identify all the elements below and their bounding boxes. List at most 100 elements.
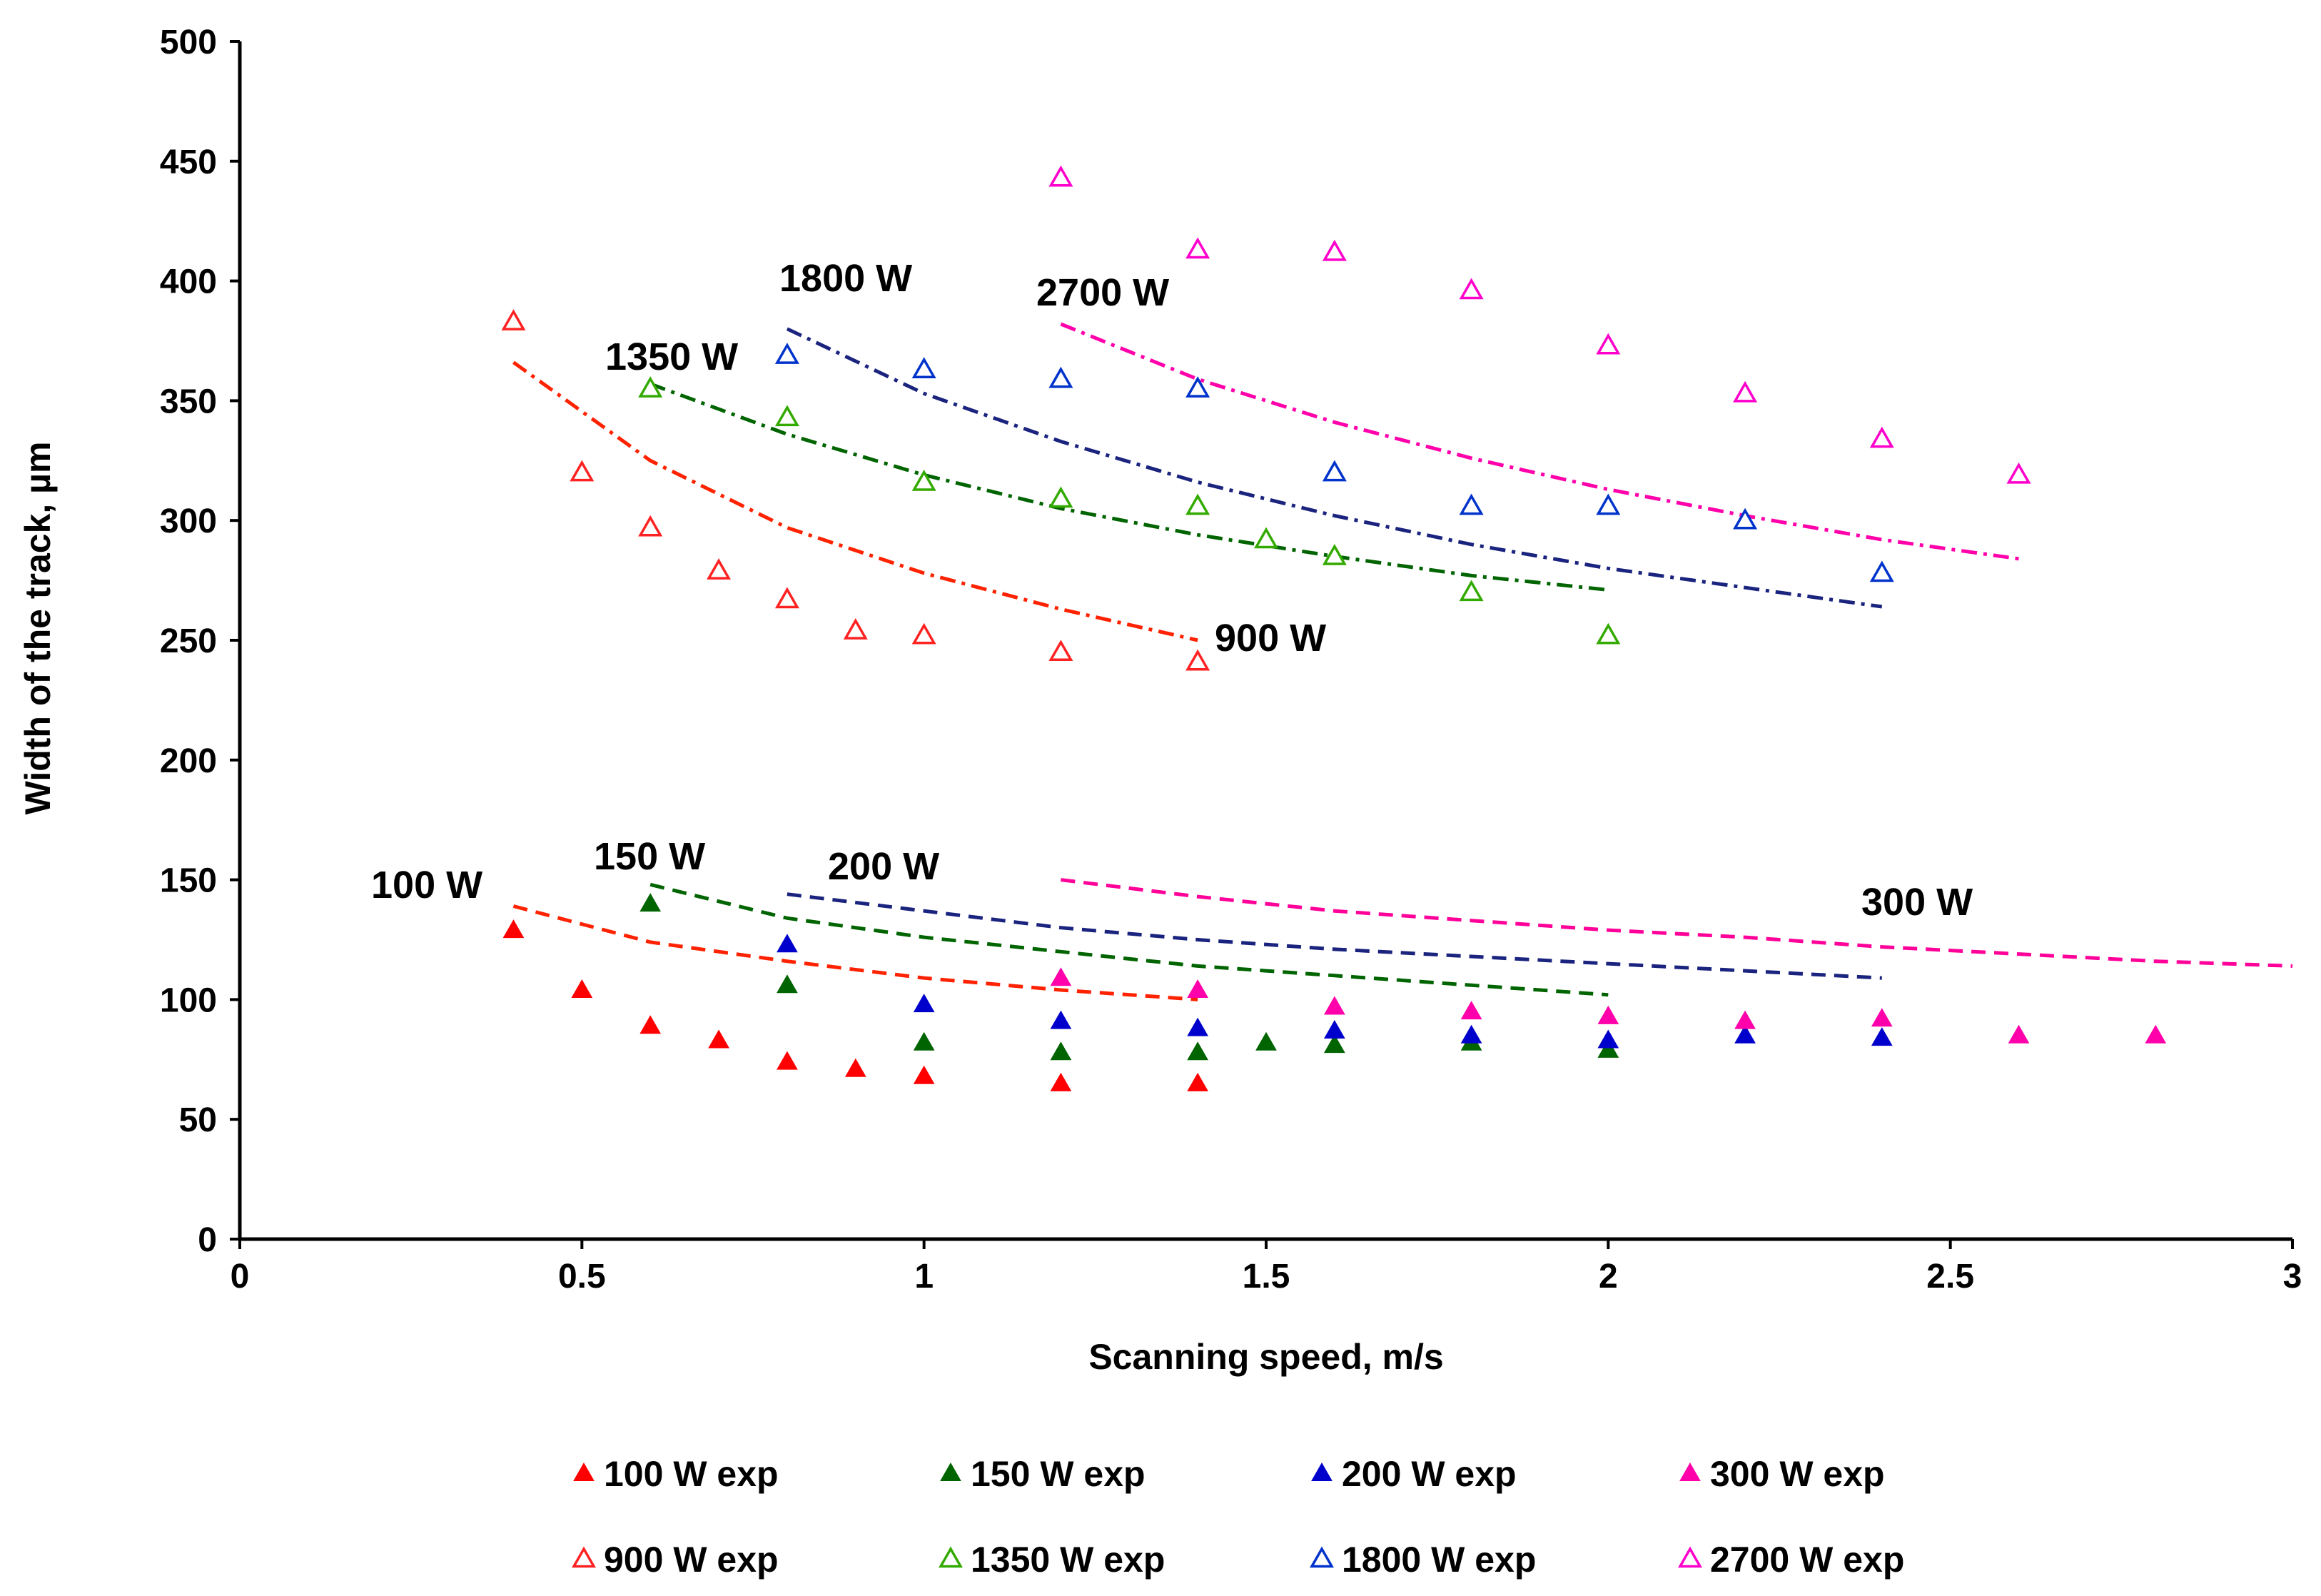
y-ticks: 0 50 100 150 200 250 300 350 400 450 500 <box>160 24 240 1259</box>
data-point-2700-w-exp <box>1869 426 1894 448</box>
legend-label: 100 W exp <box>604 1454 779 1494</box>
y-tick-label: 100 <box>160 981 217 1019</box>
data-point-1350-w-exp <box>911 469 936 491</box>
x-ticks: 0 0.5 1 1.5 2 2.5 3 <box>231 1239 2302 1296</box>
data-point-300-w-exp <box>1460 1001 1482 1020</box>
legend-label: 150 W exp <box>971 1454 1146 1494</box>
model-curve-1350w <box>649 382 1609 592</box>
data-point-100-w-exp <box>844 1058 866 1077</box>
data-point-200-w-exp <box>1460 1024 1482 1044</box>
data-point-150-w-exp <box>1187 1041 1208 1061</box>
curve-label-1800w: 1800 W <box>779 257 912 300</box>
data-point-1350-w-exp <box>1596 622 1621 645</box>
legend-marker-200-w-exp <box>1311 1462 1333 1481</box>
data-point-1800-w-exp <box>1733 507 1758 530</box>
y-tick-label: 50 <box>179 1101 217 1139</box>
x-tick-label: 3 <box>2283 1258 2302 1296</box>
data-point-1350-w-exp <box>1459 580 1484 602</box>
model-curve-150w <box>649 882 1609 997</box>
model-curve-2700w <box>1060 322 2019 561</box>
data-point-2700-w-exp <box>1322 239 1347 261</box>
data-point-150-w-exp <box>913 1031 935 1051</box>
data-point-1800-w-exp <box>1048 366 1073 388</box>
data-point-100-w-exp <box>1050 1072 1072 1091</box>
legend-label: 200 W exp <box>1342 1454 1517 1494</box>
data-point-900-w-exp <box>1185 649 1210 671</box>
data-point-100-w-exp <box>571 979 593 998</box>
data-point-2700-w-exp <box>1185 237 1210 259</box>
data-point-900-w-exp <box>774 587 799 609</box>
data-point-1800-w-exp <box>1869 560 1894 582</box>
x-tick-label: 1.5 <box>1243 1258 1290 1296</box>
legend-marker-100-w-exp <box>573 1462 595 1481</box>
data-point-900-w-exp <box>638 515 663 537</box>
model-curve-900w <box>512 360 1198 642</box>
data-point-300-w-exp <box>1324 996 1345 1015</box>
y-tick-label: 350 <box>160 383 217 420</box>
data-point-1350-w-exp <box>774 405 799 427</box>
model-curve-100w <box>512 904 1198 1001</box>
data-point-1800-w-exp <box>1596 493 1621 515</box>
y-tick-label: 250 <box>160 622 217 660</box>
data-point-300-w-exp <box>1050 967 1072 986</box>
y-tick-label: 200 <box>160 742 217 780</box>
data-point-150-w-exp <box>1255 1031 1277 1051</box>
data-point-1800-w-exp <box>1459 493 1484 515</box>
data-point-900-w-exp <box>707 558 732 580</box>
data-point-100-w-exp <box>639 1015 662 1034</box>
data-point-2700-w-exp <box>1048 165 1073 187</box>
data-point-300-w-exp <box>2008 1024 2030 1044</box>
model-curve-1800w <box>786 327 1883 609</box>
data-point-200-w-exp <box>913 994 935 1013</box>
legend-label: 900 W exp <box>604 1540 779 1580</box>
data-point-150-w-exp <box>777 974 798 994</box>
data-point-100-w-exp <box>1187 1072 1208 1091</box>
curve-label-2700w: 2700 W <box>1036 271 1169 314</box>
curve-labels: 100 W 150 W 200 W 300 W 900 W 1350 W 180… <box>371 257 1973 924</box>
data-point-300-w-exp <box>1734 1010 1756 1029</box>
legend-marker-150-w-exp <box>940 1462 961 1481</box>
y-tick-label: 400 <box>160 263 217 301</box>
data-point-100-w-exp <box>913 1065 935 1084</box>
data-point-1350-w-exp <box>1185 493 1210 515</box>
data-point-1800-w-exp <box>774 343 799 364</box>
data-points <box>501 165 2167 1091</box>
legend-marker-2700-w-exp <box>1677 1546 1703 1568</box>
data-point-200-w-exp <box>1871 1027 1893 1046</box>
data-point-2700-w-exp <box>2006 462 2031 484</box>
x-axis-title: Scanning speed, m/s <box>1088 1337 1443 1377</box>
data-point-300-w-exp <box>1597 1005 1619 1024</box>
x-tick-label: 1 <box>914 1258 934 1296</box>
curve-label-150w: 150 W <box>594 835 705 878</box>
x-tick-label: 0.5 <box>558 1258 606 1296</box>
data-point-1350-w-exp <box>1048 486 1073 508</box>
data-point-2700-w-exp <box>1596 333 1621 355</box>
data-point-1350-w-exp <box>1322 544 1347 565</box>
legend-marker-300-w-exp <box>1679 1462 1701 1481</box>
data-point-200-w-exp <box>1187 1017 1208 1036</box>
data-point-1800-w-exp <box>911 357 936 379</box>
data-point-300-w-exp <box>1187 979 1208 998</box>
data-point-300-w-exp <box>1871 1008 1893 1027</box>
data-point-900-w-exp <box>843 618 868 640</box>
legend: 100 W exp 150 W exp 200 W exp 300 W exp 900 … <box>571 1454 1904 1580</box>
y-tick-label: 500 <box>160 24 217 61</box>
curve-label-300w: 300 W <box>1861 881 1973 924</box>
data-point-900-w-exp <box>501 309 526 330</box>
data-point-150-w-exp <box>1050 1041 1072 1061</box>
x-tick-label: 2.5 <box>1926 1258 1974 1296</box>
data-point-100-w-exp <box>708 1029 729 1049</box>
y-axis-title: Width of the track, µm <box>18 442 58 815</box>
data-point-100-w-exp <box>777 1051 798 1070</box>
data-point-1800-w-exp <box>1185 376 1210 398</box>
legend-label: 2700 W exp <box>1710 1540 1904 1580</box>
data-point-300-w-exp <box>2145 1024 2167 1044</box>
data-point-200-w-exp <box>1597 1029 1619 1049</box>
legend-label: 1350 W exp <box>971 1540 1165 1580</box>
legend-label: 1800 W exp <box>1342 1540 1536 1580</box>
legend-marker-1350-w-exp <box>938 1546 964 1568</box>
y-tick-label: 300 <box>160 502 217 540</box>
x-tick-label: 0 <box>231 1258 250 1296</box>
legend-label: 300 W exp <box>1710 1454 1885 1494</box>
